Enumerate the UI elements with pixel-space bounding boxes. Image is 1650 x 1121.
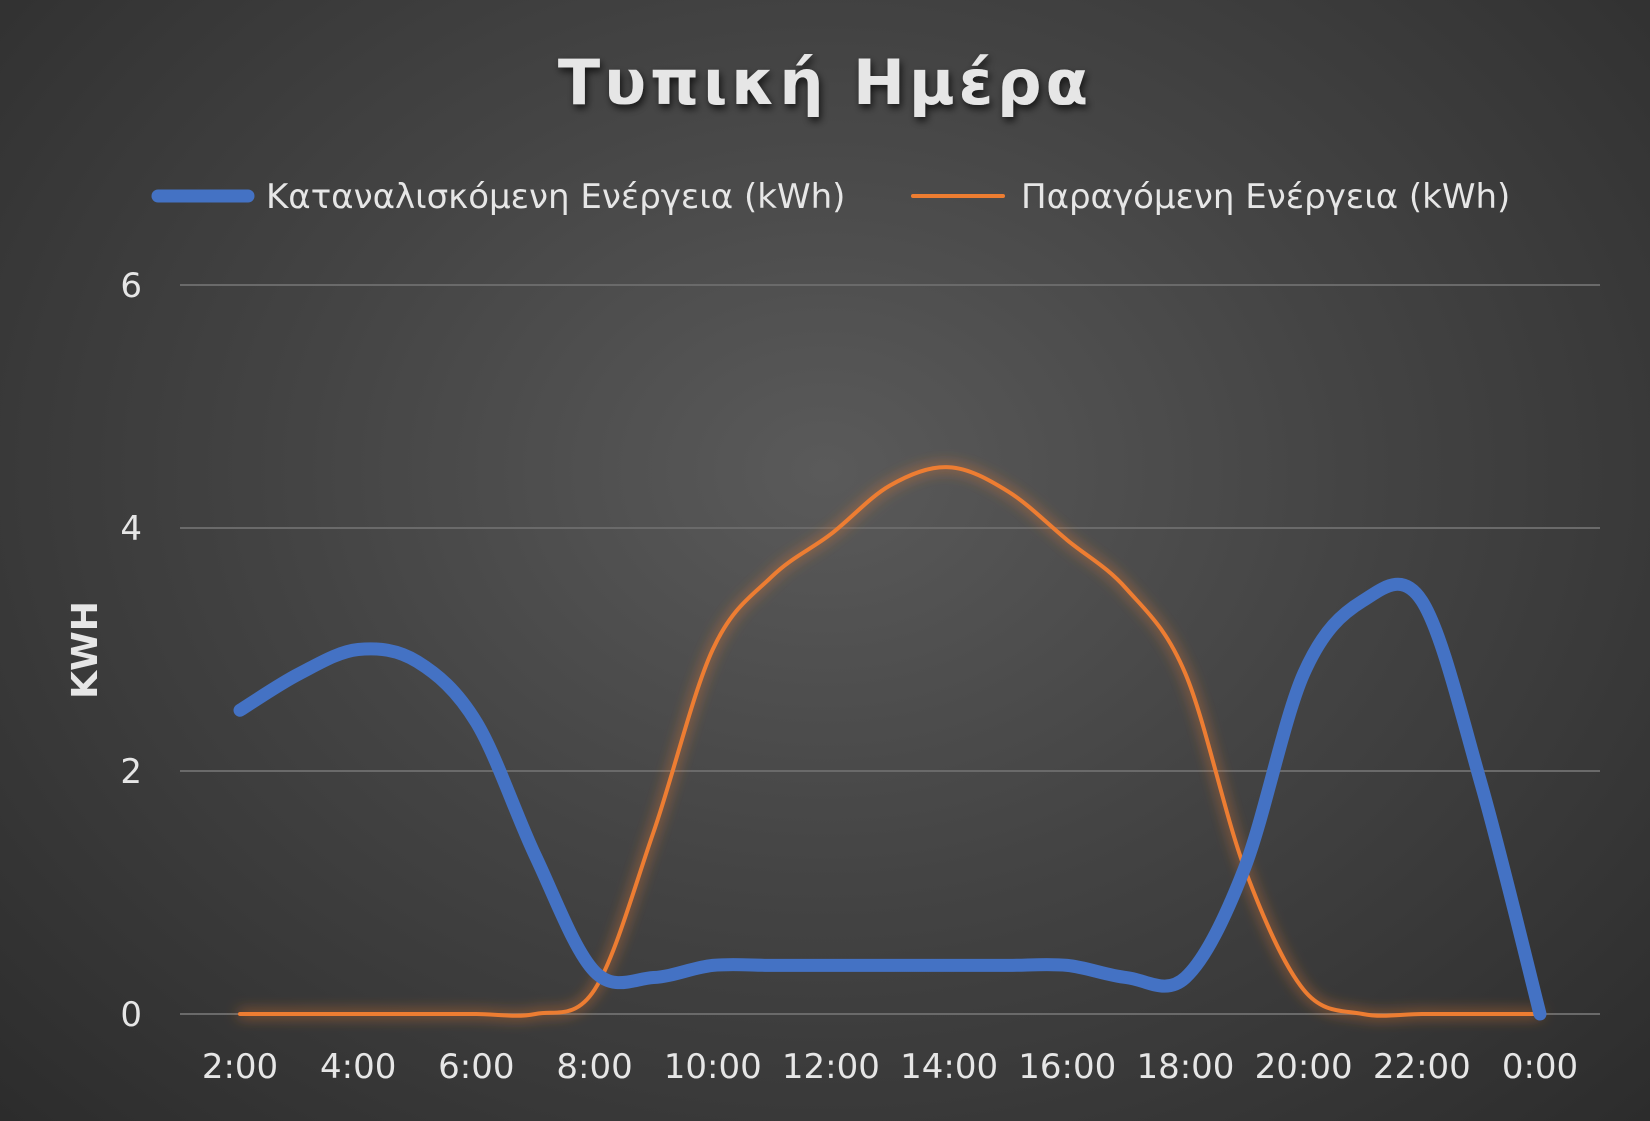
x-tick-label: 2:00 [202,1047,278,1087]
x-tick-label: 0:00 [1502,1047,1578,1087]
series-consumed-line [233,577,1547,1021]
y-tick-label: 4 [120,509,142,549]
chart-title: Τυπική Ημέρα [558,46,1092,119]
x-tick-label: 4:00 [320,1047,396,1087]
x-tick-label: 22:00 [1373,1047,1471,1087]
x-tick-label: 6:00 [438,1047,514,1087]
y-tick-label: 6 [120,266,142,306]
x-tick-label: 10:00 [664,1047,762,1087]
legend-label-produced: Παραγόμενη Ενέργεια (kWh) [1021,177,1510,217]
series-layer [233,465,1547,1021]
legend-label-consumed: Καταναλισκόμενη Ενέργεια (kWh) [266,177,845,217]
x-tick-label: 8:00 [556,1047,632,1087]
y-tick-label: 0 [120,995,142,1035]
x-tick-label: 18:00 [1136,1047,1234,1087]
y-tick-label: 2 [120,752,142,792]
x-tick-label: 16:00 [1018,1047,1116,1087]
legend: Καταναλισκόμενη Ενέργεια (kWh) Παραγόμεν… [151,177,1510,217]
x-axis-ticks: 2:00 4:00 6:00 8:00 10:00 12:00 14:00 16:00 18:0… [202,1047,1578,1087]
y-axis-ticks: 0 2 4 6 [120,266,142,1035]
series-produced-line [238,465,1542,1018]
x-tick-label: 14:00 [900,1047,998,1087]
x-tick-label: 12:00 [782,1047,880,1087]
x-tick-label: 20:00 [1255,1047,1353,1087]
y-axis-title: KWH [65,601,106,699]
